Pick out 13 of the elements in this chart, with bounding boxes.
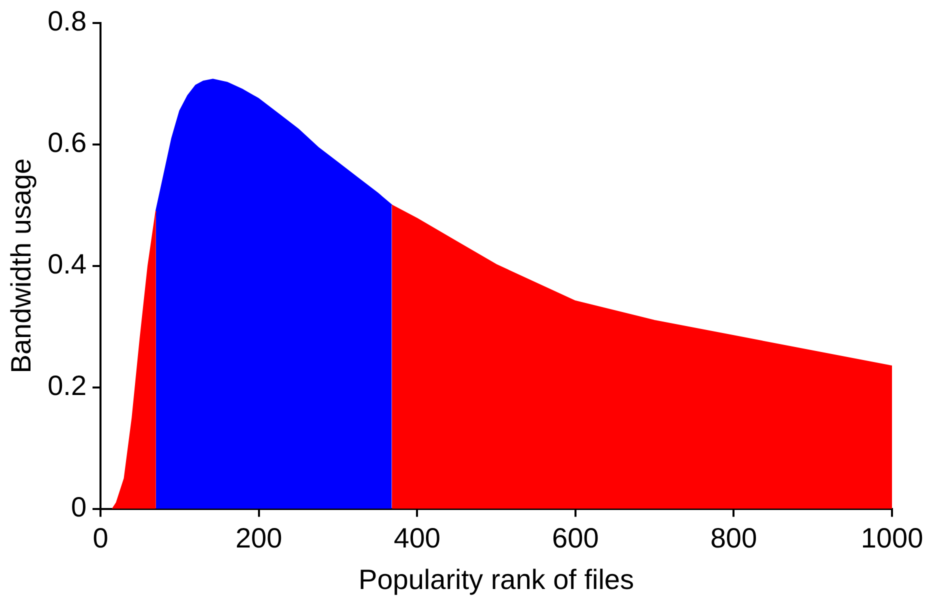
y-tick-label: 0 xyxy=(70,492,87,523)
x-tick-label: 800 xyxy=(710,522,758,554)
y-tick-label: 0.2 xyxy=(48,370,87,402)
y-axis-title: Bandwidth usage xyxy=(6,158,37,374)
y-tick-label: 0.4 xyxy=(48,248,87,280)
x-tick-label: 1000 xyxy=(860,522,924,554)
x-tick-label: 400 xyxy=(394,522,440,554)
y-tick-label: 0.8 xyxy=(48,6,87,37)
x-tick-label: 200 xyxy=(235,522,282,554)
x-axis-title: Popularity rank of files xyxy=(358,564,634,595)
x-tick-label: 600 xyxy=(552,522,599,554)
y-tick-label: 0.6 xyxy=(48,127,87,158)
x-tick-label: 0 xyxy=(92,522,108,554)
